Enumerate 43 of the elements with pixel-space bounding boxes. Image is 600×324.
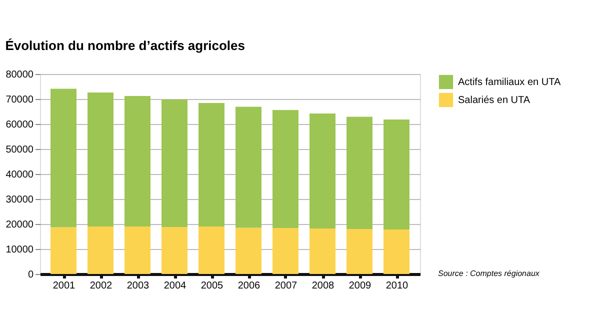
bar	[236, 106, 262, 228]
y-tick-label: 50000	[6, 144, 34, 156]
bar	[50, 227, 76, 274]
bar	[198, 103, 224, 226]
bar	[124, 226, 150, 274]
x-tick-label: 2003	[126, 280, 150, 292]
x-tick-label: 2006	[238, 280, 261, 292]
bar	[346, 229, 372, 274]
source-note: Source : Comptes régionaux	[438, 269, 540, 278]
y-tick-label: 80000	[6, 70, 34, 80]
x-tick-label: 2001	[52, 280, 76, 292]
y-tick-label: 70000	[6, 94, 34, 106]
x-tick-label: 2005	[200, 280, 224, 292]
bar	[236, 228, 262, 274]
x-tick-label: 2007	[274, 280, 298, 292]
y-tick-label: 0	[28, 270, 34, 280]
bar	[310, 228, 336, 274]
bar	[384, 230, 410, 274]
y-tick-label: 30000	[6, 194, 34, 206]
bar	[50, 88, 76, 228]
x-tick-label: 2009	[348, 280, 372, 292]
bar	[272, 110, 298, 228]
bar	[346, 116, 372, 229]
bar	[310, 114, 336, 228]
x-tick-label: 2010	[386, 280, 409, 292]
y-tick-label: 40000	[6, 170, 34, 180]
y-tick-label: 10000	[6, 244, 34, 256]
legend-label: Salariés en UTA	[458, 95, 530, 106]
x-tick-label: 2008	[312, 280, 335, 292]
bar	[384, 120, 410, 230]
bar	[162, 100, 188, 227]
bar	[88, 226, 114, 274]
legend-label: Actifs familiaux en UTA	[458, 77, 561, 88]
bar	[198, 226, 224, 274]
y-tick-label: 20000	[6, 220, 34, 230]
chart-title: Évolution du nombre d’actifs agricoles	[5, 38, 246, 53]
x-tick-label: 2002	[90, 280, 113, 292]
bar	[124, 96, 150, 226]
bar	[272, 228, 298, 274]
bar	[88, 92, 114, 226]
bar	[162, 227, 188, 274]
x-tick-label: 2004	[164, 280, 187, 292]
y-tick-label: 60000	[6, 120, 34, 130]
